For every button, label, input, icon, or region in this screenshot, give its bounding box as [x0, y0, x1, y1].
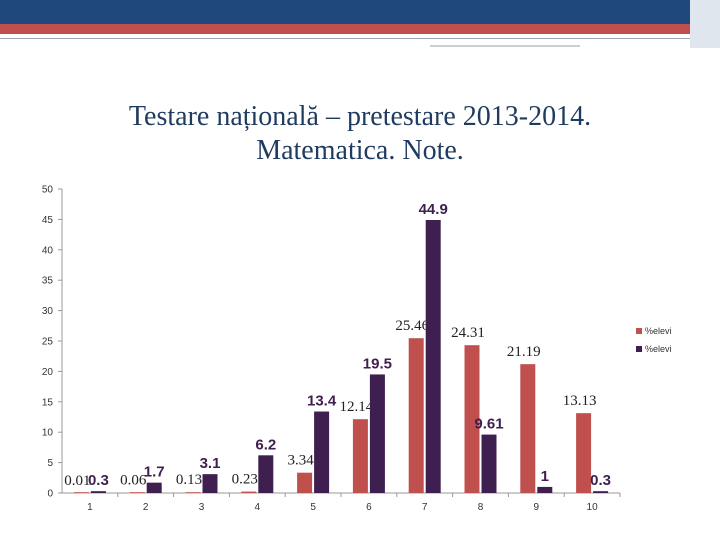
y-tick-label: 15	[42, 397, 54, 408]
data-label-series-1: 25.46	[395, 318, 429, 334]
x-tick-label: 4	[255, 502, 261, 513]
x-tick-label: 2	[143, 502, 149, 513]
data-label-series-2: 13.4	[307, 393, 337, 410]
data-label-series-2: 3.1	[200, 455, 221, 472]
slide-title: Testare națională – pretestare 2013-2014…	[0, 100, 720, 168]
slide-header-decoration	[0, 0, 720, 48]
bar-series-2	[146, 482, 162, 493]
y-tick-label: 30	[42, 306, 54, 317]
data-label-series-1: 24.31	[451, 325, 485, 341]
header-divider-line	[0, 38, 690, 39]
bar-series-1	[464, 345, 480, 493]
bar-series-1	[241, 491, 257, 493]
legend-label-series-1: %elevi	[645, 326, 672, 336]
bar-series-1	[408, 338, 424, 493]
x-tick-label: 1	[87, 502, 93, 513]
bar-series-1	[297, 472, 313, 493]
x-tick-label: 8	[478, 502, 484, 513]
bar-series-2	[425, 220, 441, 493]
data-label-series-1: 13.13	[563, 393, 597, 409]
data-label-series-1: 0.06	[120, 473, 147, 489]
x-tick-label: 10	[587, 502, 599, 513]
x-tick-label: 6	[366, 502, 372, 513]
bar-series-1	[352, 419, 368, 493]
bar-series-1	[73, 492, 89, 493]
bar-series-2	[369, 374, 385, 493]
bar-series-2	[202, 474, 218, 493]
y-tick-label: 5	[47, 458, 53, 469]
bar-series-1	[520, 364, 536, 493]
data-label-series-2: 0.3	[88, 472, 109, 489]
x-tick-label: 3	[199, 502, 205, 513]
x-tick-label: 5	[310, 502, 316, 513]
legend-swatch-series-1	[636, 328, 642, 334]
slide-title-line-1: Testare națională – pretestare 2013-2014…	[128, 101, 592, 132]
data-label-series-2: 9.61	[474, 416, 503, 433]
bar-series-2	[314, 411, 330, 493]
data-label-series-2: 19.5	[363, 355, 392, 372]
slide-title-line-2: Matematica. Note.	[256, 135, 464, 166]
bar-series-2	[481, 434, 497, 493]
y-tick-label: 40	[42, 245, 54, 256]
data-label-series-1: 3.34	[287, 453, 314, 469]
data-label-series-2: 6.2	[255, 436, 276, 453]
y-tick-label: 50	[42, 185, 54, 196]
bar-series-1	[576, 413, 592, 493]
bar-series-1	[185, 492, 201, 493]
data-label-series-1: 0.23	[232, 472, 258, 488]
y-tick-label: 0	[47, 489, 53, 500]
x-tick-label: 7	[422, 502, 428, 513]
data-label-series-1: 21.19	[507, 344, 541, 360]
y-tick-label: 20	[42, 367, 54, 378]
y-tick-label: 45	[42, 215, 54, 226]
header-red-band	[0, 24, 690, 34]
legend-label-series-2: %elevi	[645, 344, 672, 354]
data-label-series-2: 1	[541, 468, 549, 485]
y-tick-label: 10	[42, 428, 54, 439]
legend-swatch-series-2	[636, 346, 642, 352]
header-blue-band	[0, 0, 690, 24]
header-accent-line	[430, 45, 580, 47]
bar-series-2	[90, 491, 106, 493]
bar-series-2	[593, 491, 609, 493]
bar-series-2	[258, 455, 274, 493]
x-tick-label: 9	[534, 502, 540, 513]
data-label-series-1: 0.01	[64, 473, 90, 489]
data-label-series-2: 44.9	[419, 201, 448, 218]
data-label-series-1: 0.13	[176, 472, 202, 488]
header-right-block	[690, 0, 720, 48]
data-label-series-2: 1.7	[144, 464, 165, 481]
bar-series-2	[537, 486, 553, 493]
bar-series-1	[129, 492, 145, 493]
y-tick-label: 25	[42, 337, 54, 348]
data-label-series-1: 12.14	[340, 399, 374, 415]
y-tick-label: 35	[42, 276, 54, 287]
data-label-series-2: 0.3	[590, 472, 611, 489]
